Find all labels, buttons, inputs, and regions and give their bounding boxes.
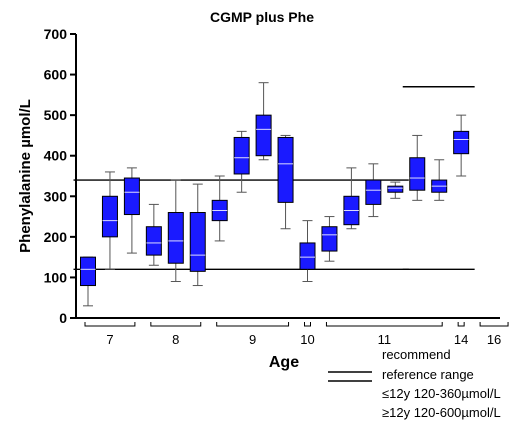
plot-area: 0 100 200 300 400 500 600 700 7 8 9 10 11 14 16 [44, 26, 509, 347]
box-plot-item [343, 167, 360, 230]
y-tick-label: 100 [44, 269, 68, 285]
box-iqr [365, 179, 382, 205]
age-group-label: 14 [454, 332, 468, 347]
age-group-label: 9 [249, 332, 256, 347]
box-plot-item [167, 179, 184, 282]
age-group-bracket [216, 322, 290, 327]
age-group-bracket [84, 322, 136, 327]
y-tick-label: 600 [44, 67, 68, 83]
box-iqr [233, 136, 250, 175]
box-plot-item [233, 130, 250, 193]
box-iqr [255, 114, 272, 157]
y-axis-label: Phenylalanine µmol/L [17, 99, 34, 253]
legend-entry: ≥12y 120-600µmol/L [382, 405, 501, 420]
box-iqr [321, 226, 338, 252]
y-tick-label: 200 [44, 229, 68, 245]
age-group-label: 10 [300, 332, 314, 347]
box-plot-item [431, 159, 448, 201]
box-plot-item [321, 216, 338, 262]
box-plot-item [453, 114, 470, 177]
box-plot-item [409, 134, 426, 201]
age-group-bracket [325, 322, 443, 327]
box-plot-item [123, 167, 140, 254]
box-plot-item [189, 183, 206, 287]
age-group-label: 8 [172, 332, 179, 347]
box-plot-item [255, 82, 272, 161]
box-plot-item [80, 256, 96, 307]
box-plot-item [299, 220, 316, 282]
legend-entry: ≤12y 120-360µmol/L [382, 386, 501, 401]
legend-entry: reference range [382, 367, 474, 382]
box-iqr [453, 130, 470, 155]
x-axis-label: Age [269, 354, 299, 371]
y-tick-label: 500 [44, 107, 68, 123]
box-plot-item [211, 175, 228, 242]
box-plot-item [277, 134, 294, 230]
box-plot-item [365, 163, 382, 218]
legend: recommend reference range ≤12y 120-360µmol… [328, 347, 501, 420]
age-group-label: 7 [106, 332, 113, 347]
age-group-label: 11 [378, 332, 392, 347]
box-iqr [409, 157, 426, 191]
box-iqr [123, 177, 140, 216]
box-iqr [167, 212, 184, 264]
box-plot-item [387, 181, 404, 199]
chart-title: CGMP plus Phe [210, 9, 314, 25]
legend-entry: recommend [382, 347, 451, 362]
box-iqr [299, 242, 316, 270]
y-tick-label: 300 [44, 188, 68, 204]
box-iqr [387, 185, 404, 193]
y-tick-label: 0 [59, 310, 67, 326]
box-plot-item [145, 203, 162, 266]
box-iqr [189, 212, 206, 272]
age-group-bracket [150, 322, 202, 327]
age-group-bracket [304, 322, 311, 327]
y-tick-label: 400 [44, 148, 68, 164]
box-iqr [80, 256, 96, 287]
age-group-bracket [479, 322, 509, 327]
box-iqr [277, 136, 294, 203]
age-group-label: 16 [487, 332, 501, 347]
box-plot-item [101, 171, 118, 270]
box-iqr [145, 226, 162, 256]
y-tick-label: 700 [44, 26, 68, 42]
box-iqr [101, 195, 118, 238]
age-group-bracket [457, 322, 465, 327]
